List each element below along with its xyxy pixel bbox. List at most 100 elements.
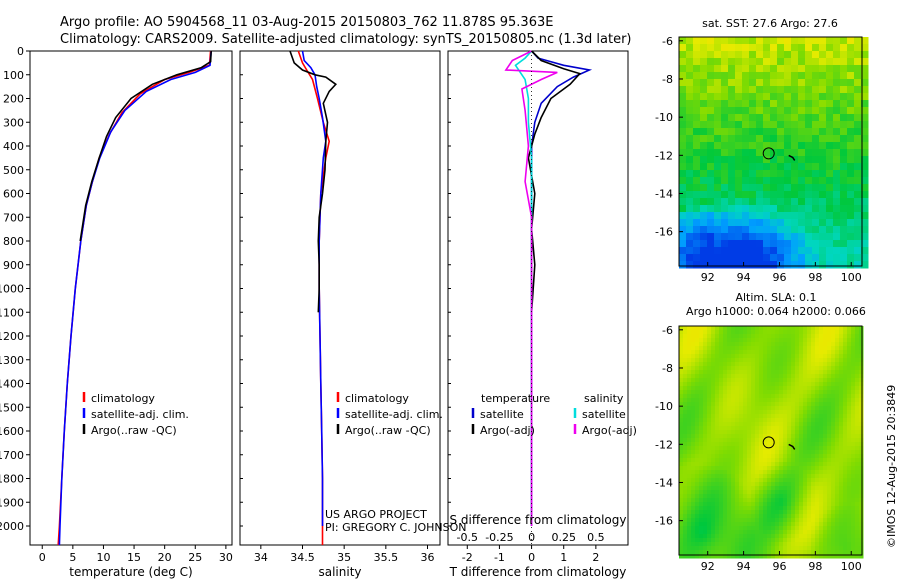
heatmap-cell [815,554,820,559]
heatmap-cell [807,466,812,471]
heatmap-cell [707,406,712,411]
heatmap-cell [755,482,760,487]
heatmap-cell [770,226,778,234]
heatmap-cell [749,156,757,164]
heatmap-cell [767,390,772,395]
heatmap-cell [763,163,771,171]
heatmap-cell [775,458,780,463]
heatmap-cell [751,326,756,331]
heatmap-cell [679,170,687,178]
heatmap-cell [767,546,772,551]
heatmap-cell [715,346,720,351]
heatmap-cell [843,454,848,459]
heatmap-cell [771,382,776,387]
heatmap-cell [783,414,788,419]
heatmap-cell [835,334,840,339]
heatmap-cell [839,514,844,519]
heatmap-cell [799,338,804,343]
heatmap-cell [835,450,840,455]
heatmap-cell [807,514,812,519]
heatmap-cell [699,522,704,527]
heatmap-cell [787,370,792,375]
heatmap-cell [749,86,757,94]
heatmap-cell [807,342,812,347]
heatmap-cell [763,362,768,367]
heatmap-cell [699,326,704,331]
heatmap-cell [779,458,784,463]
heatmap-cell [691,550,696,555]
heatmap-cell [691,434,696,439]
heatmap-cell [791,58,799,66]
heatmap-cell [687,398,692,403]
heatmap-cell [779,358,784,363]
heatmap-cell [826,184,834,192]
heatmap-cell [843,450,848,455]
heatmap-cell [815,450,820,455]
heatmap-cell [859,418,864,423]
x-tick-label: 10 [96,551,110,564]
heatmap-cell [715,470,720,475]
heatmap-cell [805,72,813,80]
heatmap-cell [795,502,800,507]
heatmap-cell [751,458,756,463]
heatmap-cell [803,418,808,423]
heatmap-cell [739,402,744,407]
heatmap-cell [755,498,760,503]
heatmap-cell [703,498,708,503]
heatmap-cell [815,550,820,555]
heatmap-cell [803,398,808,403]
heatmap-cell [827,370,832,375]
heatmap-cell [715,450,720,455]
heatmap-cell [707,346,712,351]
heatmap-cell [699,342,704,347]
heatmap-cell [695,514,700,519]
heatmap-cell [735,402,740,407]
heatmap-cell [743,334,748,339]
heatmap-cell [695,370,700,375]
heatmap-cell [812,254,820,262]
heatmap-cell [735,454,740,459]
heatmap-cell [803,354,808,359]
heatmap-cell [735,390,740,395]
heatmap-cell [779,418,784,423]
heatmap-cell [854,205,862,213]
heatmap-cell [759,514,764,519]
heatmap-cell [847,358,852,363]
heatmap-cell [735,550,740,555]
heatmap-cell [735,466,740,471]
heatmap-cell [707,510,712,515]
heatmap-cell [751,346,756,351]
heatmap-cell [727,350,732,355]
heatmap-cell [791,390,796,395]
heatmap-cell [775,354,780,359]
heatmap-cell [749,198,757,206]
heatmap-cell [831,518,836,523]
heatmap-cell [839,450,844,455]
heatmap-cell [721,247,729,255]
heatmap-cell [763,414,768,419]
heatmap-cell [699,550,704,555]
heatmap-cell [787,530,792,535]
heatmap-cell [770,240,778,248]
heatmap-cell [819,386,824,391]
heatmap-cell [815,334,820,339]
heatmap-cell [695,510,700,515]
heatmap-cell [755,402,760,407]
heatmap-cell [791,530,796,535]
heatmap-cell [699,502,704,507]
heatmap-cell [691,510,696,515]
heatmap-cell [771,330,776,335]
heatmap-cell [831,402,836,407]
heatmap-cell [811,382,816,387]
heatmap-cell [747,406,752,411]
heatmap-cell [687,550,692,555]
heatmap-cell [803,498,808,503]
heatmap-cell [831,394,836,399]
heatmap-cell [721,205,729,213]
heatmap-cell [784,163,792,171]
heatmap-cell [735,518,740,523]
heatmap-cell [854,233,862,241]
heatmap-cell [747,438,752,443]
heatmap-cell [823,450,828,455]
heatmap-cell [683,454,688,459]
